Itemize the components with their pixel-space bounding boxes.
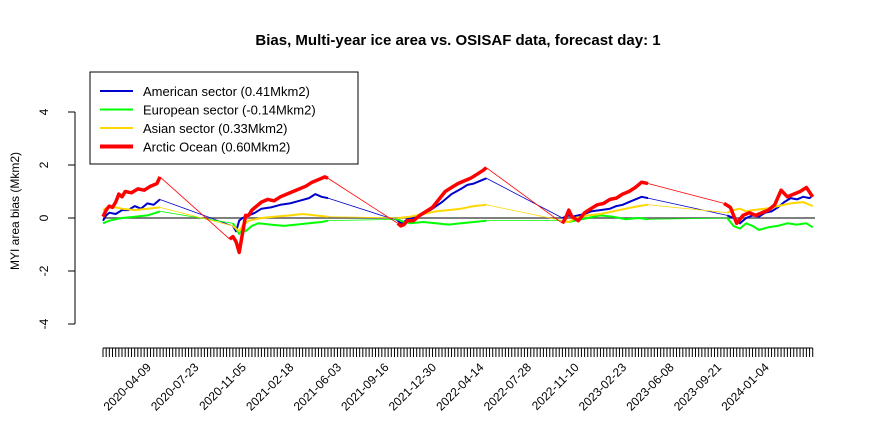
series-line xyxy=(232,193,329,233)
x-tick-label: 2023-02-23 xyxy=(576,360,630,414)
series-line xyxy=(102,210,161,225)
x-tick-label: 2022-11-10 xyxy=(529,360,582,413)
series-gap-line xyxy=(327,218,398,222)
x-tick-label: 2020-11-05 xyxy=(196,360,249,413)
series-line xyxy=(560,180,649,225)
legend-box xyxy=(89,71,359,165)
series-gap-line xyxy=(327,216,398,219)
series-line xyxy=(562,203,649,223)
legend-entry: American sector (0.41Mkm2) xyxy=(143,84,310,99)
y-axis: -4 -2 0 2 4 xyxy=(37,108,76,329)
series-2 xyxy=(102,201,814,233)
y-tick-label: -2 xyxy=(37,265,51,276)
x-tick-label: 2022-04-14 xyxy=(433,360,487,414)
series-line xyxy=(723,185,815,226)
series-line xyxy=(397,203,487,219)
series-line xyxy=(726,194,814,225)
series-3 xyxy=(101,166,815,255)
series-line xyxy=(726,201,814,214)
x-axis: 2020-04-092020-07-232020-11-052021-02-18… xyxy=(101,347,814,414)
x-tick-label: 2021-12-30 xyxy=(386,360,440,414)
series-gap-line xyxy=(327,197,398,222)
series-gap-line xyxy=(159,207,234,227)
x-tick-label: 2023-06-08 xyxy=(623,360,677,414)
series-gap-line xyxy=(486,167,563,224)
y-axis-label: MYI area bias (Mkm2) xyxy=(8,152,22,270)
series-gap-line xyxy=(159,210,233,224)
series-gap-line xyxy=(647,217,728,220)
y-tick-label: 4 xyxy=(37,108,51,115)
x-tick-label: 2021-06-03 xyxy=(291,360,345,414)
series-gap-line xyxy=(647,204,728,214)
x-tick-label: 2023-09-21 xyxy=(671,360,725,414)
chart-title: Bias, Multi-year ice area vs. OSISAF dat… xyxy=(255,32,660,49)
series-gap-line xyxy=(647,197,728,216)
x-tick-label: 2021-02-18 xyxy=(243,360,297,414)
series-gap-line xyxy=(486,204,563,222)
y-tick-label: 2 xyxy=(37,161,51,168)
series-gap-line xyxy=(486,177,563,219)
plot-series xyxy=(101,166,815,255)
series-gap-line xyxy=(647,183,725,204)
series-line xyxy=(228,175,329,255)
x-tick-label: 2024-01-04 xyxy=(718,360,772,414)
series-line xyxy=(396,166,488,228)
legend: American sector (0.41Mkm2) European secto… xyxy=(89,71,359,165)
series-line xyxy=(726,217,814,231)
x-tick-label: 2021-09-16 xyxy=(338,360,392,414)
series-gap-line xyxy=(159,199,234,227)
x-tick-label: 2020-07-23 xyxy=(148,360,202,414)
x-tick-label: 2020-04-09 xyxy=(101,360,155,414)
legend-entry: Arctic Ocean (0.60Mkm2) xyxy=(143,140,290,155)
series-line xyxy=(232,213,329,233)
y-tick-label: 0 xyxy=(37,214,51,221)
series-line xyxy=(101,176,162,218)
series-1 xyxy=(102,210,814,235)
series-gap-line xyxy=(327,177,398,224)
legend-entry: European sector (-0.14Mkm2) xyxy=(143,103,316,118)
y-tick-label: -4 xyxy=(37,318,51,329)
legend-entry: Asian sector (0.33Mkm2) xyxy=(143,121,288,136)
x-tick-label: 2022-07-28 xyxy=(481,360,535,414)
series-gap-line xyxy=(159,176,231,240)
